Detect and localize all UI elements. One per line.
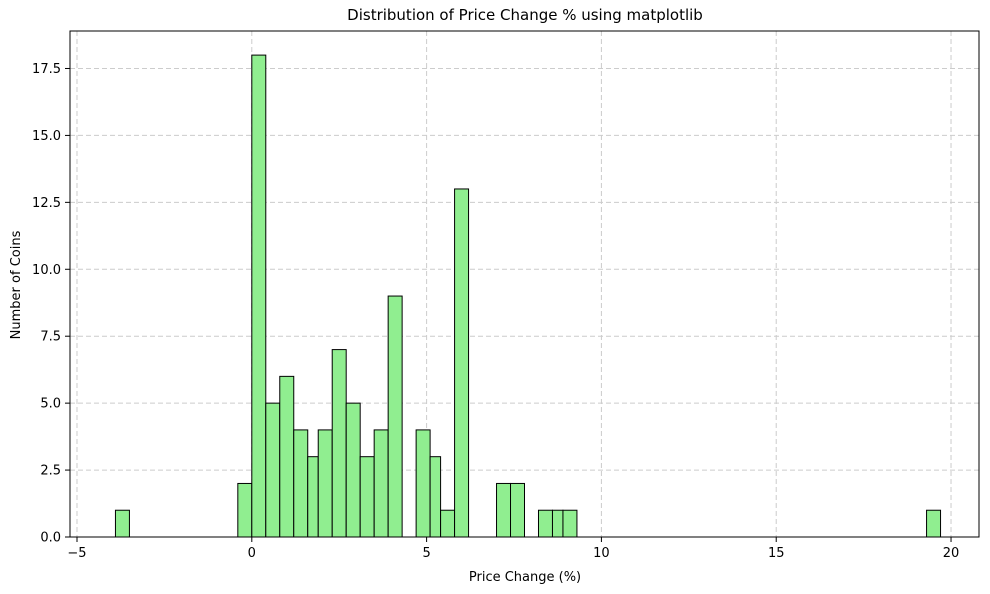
x-tick-label: −5 <box>67 546 86 561</box>
tick-layer: −5 0 5 10 15 20 0.0 2.5 5.0 7.5 10.0 12.5 15.0 17.5 <box>32 62 959 561</box>
histogram-bar <box>562 509 578 538</box>
x-tick-label: 15 <box>768 546 785 561</box>
histogram-bar <box>537 509 553 538</box>
histogram-bar <box>926 509 942 538</box>
histogram-bar <box>359 456 375 538</box>
y-tick-label: 10.0 <box>32 263 61 278</box>
histogram-bar <box>415 429 431 538</box>
histogram-bar <box>307 456 319 538</box>
histogram-bar <box>510 482 525 538</box>
y-tick-label: 7.5 <box>40 330 61 345</box>
histogram-bar <box>429 456 442 538</box>
histogram-bar <box>345 402 361 538</box>
y-tick-label: 5.0 <box>40 397 61 412</box>
histogram-bar <box>251 54 267 538</box>
histogram-bar <box>454 188 470 538</box>
histogram-bar <box>293 429 309 538</box>
x-tick-label: 5 <box>422 546 430 561</box>
histogram-bar <box>551 509 564 538</box>
chart-title: Distribution of Price Change % using mat… <box>347 6 703 24</box>
histogram-bar <box>265 402 281 538</box>
histogram-bar <box>440 509 456 538</box>
histogram-bar <box>496 482 512 538</box>
histogram-bar <box>373 429 389 538</box>
histogram-bar <box>387 295 403 538</box>
plot-frame <box>69 30 980 538</box>
x-tick-label: 20 <box>943 546 960 561</box>
y-tick-label: 0.0 <box>40 531 61 546</box>
x-tick-label: 10 <box>593 546 610 561</box>
bar-layer <box>114 54 942 538</box>
histogram-bar <box>279 375 295 538</box>
histogram-bar <box>331 349 347 538</box>
y-tick-label: 12.5 <box>32 196 61 211</box>
y-tick-label: 17.5 <box>32 62 61 77</box>
y-axis-title: Number of Coins <box>9 230 24 339</box>
y-tick-label: 2.5 <box>40 464 61 479</box>
histogram-bar <box>237 482 253 538</box>
y-tick-label: 15.0 <box>32 129 61 144</box>
histogram-bar <box>114 509 130 538</box>
x-tick-label: 0 <box>248 546 256 561</box>
x-axis-title: Price Change (%) <box>469 570 581 585</box>
histogram-bar <box>317 429 333 538</box>
